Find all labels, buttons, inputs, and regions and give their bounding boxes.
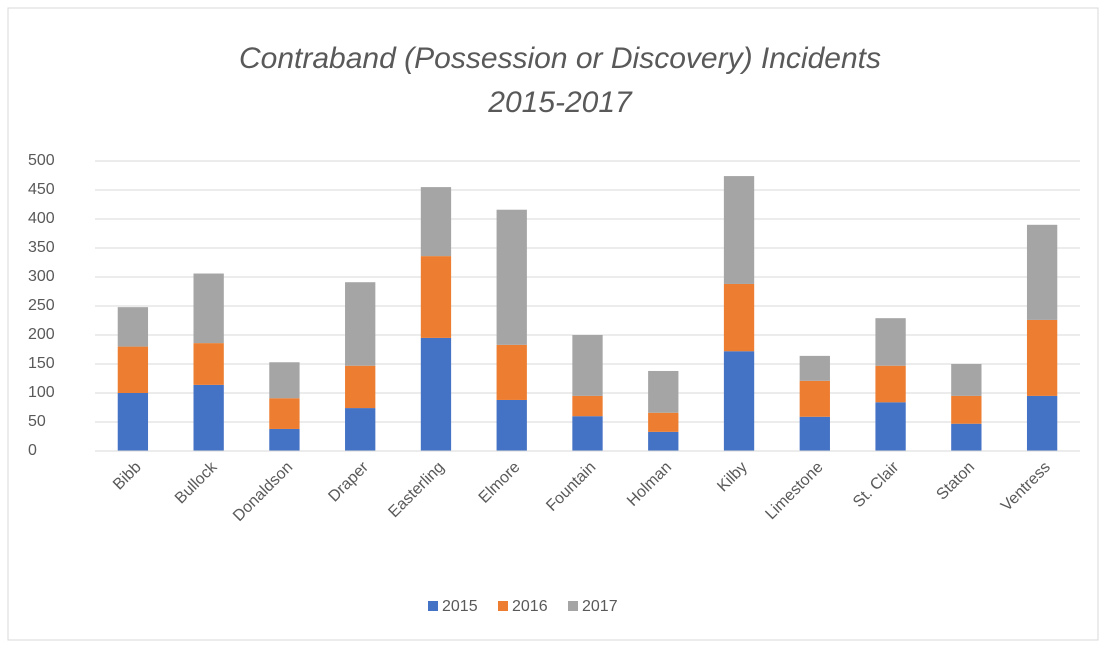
bar-segment [496, 209, 527, 345]
bar-segment [1026, 319, 1058, 396]
bar-segment [345, 408, 376, 451]
bar-segment [799, 416, 830, 451]
bar-segment [269, 398, 300, 429]
bar-segment [951, 423, 982, 451]
bar-segment [420, 187, 452, 257]
bar-segment [193, 343, 224, 385]
legend-label: 2016 [512, 598, 548, 615]
bar-segment [572, 395, 603, 417]
legend-swatch [428, 601, 438, 611]
bar-segment [117, 307, 149, 347]
bar-segment [269, 362, 300, 399]
bar-segment [723, 176, 755, 284]
bar-segment [648, 412, 679, 432]
bar-segment [799, 380, 830, 417]
y-tick-label: 450 [28, 181, 55, 198]
bar-segment [572, 416, 603, 451]
bar-segment [1026, 224, 1058, 320]
bar-segment [875, 318, 906, 366]
bar-segment [345, 365, 376, 409]
y-tick-label: 500 [28, 152, 55, 169]
y-tick-label: 100 [28, 384, 55, 401]
y-tick-label: 400 [28, 210, 55, 227]
y-tick-label: 200 [28, 326, 55, 343]
bar-segment [117, 393, 149, 451]
legend-label: 2015 [442, 598, 478, 615]
y-tick-label: 350 [28, 239, 55, 256]
bar-segment [345, 282, 376, 366]
bar-segment [193, 273, 224, 344]
bar-segment [648, 431, 679, 451]
legend-swatch [568, 601, 578, 611]
chart-frame [7, 7, 1099, 641]
bar-segment [799, 355, 830, 381]
bar-segment [648, 370, 679, 413]
bar-segment [723, 283, 755, 352]
bar-segment [496, 399, 527, 451]
bar-segment [875, 365, 906, 403]
y-tick-label: 150 [28, 355, 55, 372]
bar-segment [572, 335, 603, 396]
bar-segment [193, 384, 224, 451]
y-tick-label: 250 [28, 297, 55, 314]
bar-segment [496, 344, 527, 400]
bar-segment [420, 256, 452, 338]
chart-title: 2015-2017 [487, 86, 633, 119]
legend-label: 2017 [582, 598, 618, 615]
bar-segment [1026, 395, 1058, 451]
bar-segment [420, 337, 452, 451]
legend-swatch [498, 601, 508, 611]
bar-segment [269, 428, 300, 451]
bar-segment [723, 351, 755, 451]
bar-segment [875, 402, 906, 451]
y-tick-label: 300 [28, 268, 55, 285]
bar-segment [951, 364, 982, 396]
chart-title: Contraband (Possession or Discovery) Inc… [239, 42, 881, 75]
bar-segment [951, 395, 982, 424]
bar-segment [117, 346, 149, 393]
y-tick-label: 0 [28, 442, 37, 459]
y-tick-label: 50 [28, 413, 46, 430]
